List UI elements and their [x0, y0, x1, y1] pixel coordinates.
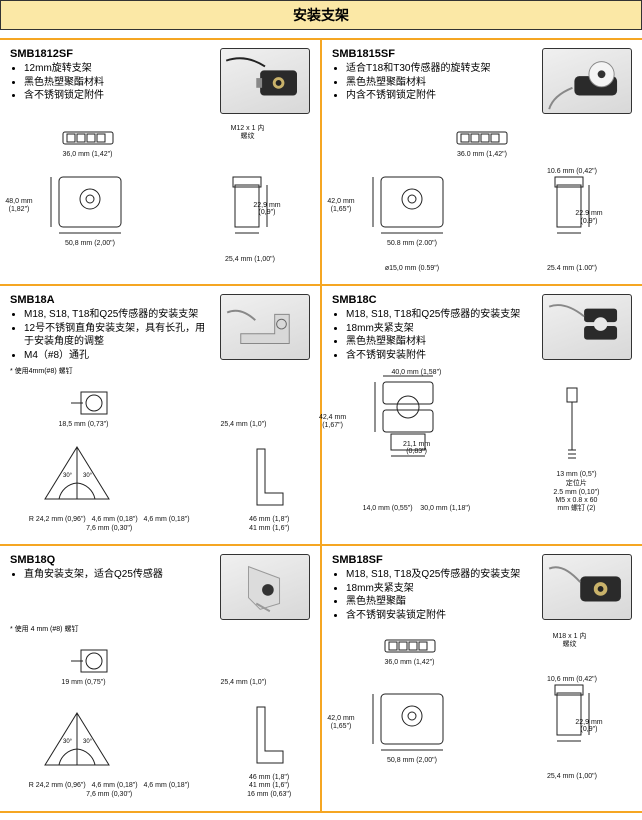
- part-number: SMB18SF: [332, 554, 534, 566]
- spec-bullet: M4（#8）通孔: [24, 349, 212, 363]
- spec-bullet: 适合T18和T30传感器的旋转支架: [346, 62, 534, 76]
- spec-list: M18, S18, T18和Q25传感器的安装支架12号不锈钢直角安装支架，具有…: [24, 308, 212, 362]
- product-photo: [220, 554, 310, 620]
- spec-bullet: 含不锈钢安装锁定附件: [346, 609, 534, 623]
- dimension-drawings: 36.0 mm (1,42") 50.8 mm (2.00") 42,0 mm …: [332, 124, 632, 272]
- spec-list: 12mm旋转支架黑色热塑聚酯材料含不锈钢锁定附件: [24, 62, 212, 103]
- spec-bullet: M18, S18, T18和Q25传感器的安装支架: [24, 308, 212, 322]
- dimension-drawings: 36,0 mm (1,42") M18 x 1 内螺纹 50,8 mm (2,0…: [332, 632, 632, 780]
- dimension-drawings: * 使用 4 mm (#8) 螺钉 19 mm (0,75") 25,4 mm …: [10, 626, 310, 798]
- part-number: SMB18C: [332, 294, 534, 306]
- spec-bullet: 18mm夹紧支架: [346, 322, 534, 336]
- product-photo: [542, 48, 632, 114]
- spec-bullet: 黑色热塑聚酯材料: [346, 76, 534, 90]
- spec-bullet: 12mm旋转支架: [24, 62, 212, 76]
- part-number: SMB1815SF: [332, 48, 534, 60]
- page-title: 安装支架: [0, 0, 642, 30]
- svg-text:30°: 30°: [83, 473, 93, 479]
- spec-bullet: 黑色热塑聚酯材料: [346, 335, 534, 349]
- part-number: SMB18A: [10, 294, 212, 306]
- spec-bullet: 黑色热塑聚酯: [346, 595, 534, 609]
- product-cell: SMB18A M18, S18, T18和Q25传感器的安装支架12号不锈钢直角…: [0, 286, 321, 546]
- spec-bullet: 黑色热塑聚酯材料: [24, 76, 212, 90]
- product-cell: SMB18Q 直角安装支架，适合Q25传感器 * 使用 4 mm (#8) 螺钉…: [0, 546, 321, 812]
- svg-text:30°: 30°: [83, 739, 93, 745]
- product-cell: SMB1815SF 适合T18和T30传感器的旋转支架黑色热塑聚酯材料内含不锈钢…: [321, 40, 642, 286]
- spec-list: M18, S18, T18及Q25传感器的安装支架18mm夹紧支架黑色热塑聚酯含…: [346, 568, 534, 622]
- product-photo: [220, 48, 310, 114]
- spec-bullet: 含不锈钢锁定附件: [24, 89, 212, 103]
- spec-bullet: M18, S18, T18和Q25传感器的安装支架: [346, 308, 534, 322]
- spec-list: 直角安装支架，适合Q25传感器: [24, 568, 212, 582]
- spec-list: 适合T18和T30传感器的旋转支架黑色热塑聚酯材料内含不锈钢锁定附件: [346, 62, 534, 103]
- dimension-drawings: 36,0 mm (1,42") M12 x 1 内螺纹 50,8 mm (2,0…: [10, 124, 310, 264]
- spec-bullet: 18mm夹紧支架: [346, 582, 534, 596]
- product-photo: [542, 294, 632, 360]
- dimension-drawings: 40,0 mm (1,58") 42,4 mm (1,67") 21,1 mm …: [332, 372, 632, 512]
- product-cell: SMB18SF M18, S18, T18及Q25传感器的安装支架18mm夹紧支…: [321, 546, 642, 812]
- svg-text:30°: 30°: [63, 473, 73, 479]
- product-grid: SMB1812SF 12mm旋转支架黑色热塑聚酯材料含不锈钢锁定附件 36,0 …: [0, 38, 642, 813]
- spec-bullet: 含不锈钢安装附件: [346, 349, 534, 363]
- spec-bullet: 内含不锈钢锁定附件: [346, 89, 534, 103]
- spec-bullet: 直角安装支架，适合Q25传感器: [24, 568, 212, 582]
- product-cell: SMB1812SF 12mm旋转支架黑色热塑聚酯材料含不锈钢锁定附件 36,0 …: [0, 40, 321, 286]
- part-number: SMB1812SF: [10, 48, 212, 60]
- product-photo: [542, 554, 632, 620]
- dimension-drawings: * 使用4mm(#8) 螺钉 18,5 mm (0,73") 25,4 mm (…: [10, 368, 310, 532]
- svg-text:30°: 30°: [63, 739, 73, 745]
- spec-bullet: 12号不锈钢直角安装支架，具有长孔，用于安装角度的调整: [24, 322, 212, 349]
- product-cell: SMB18C M18, S18, T18和Q25传感器的安装支架18mm夹紧支架…: [321, 286, 642, 546]
- part-number: SMB18Q: [10, 554, 212, 566]
- spec-list: M18, S18, T18和Q25传感器的安装支架18mm夹紧支架黑色热塑聚酯材…: [346, 308, 534, 362]
- spec-bullet: M18, S18, T18及Q25传感器的安装支架: [346, 568, 534, 582]
- product-photo: [220, 294, 310, 360]
